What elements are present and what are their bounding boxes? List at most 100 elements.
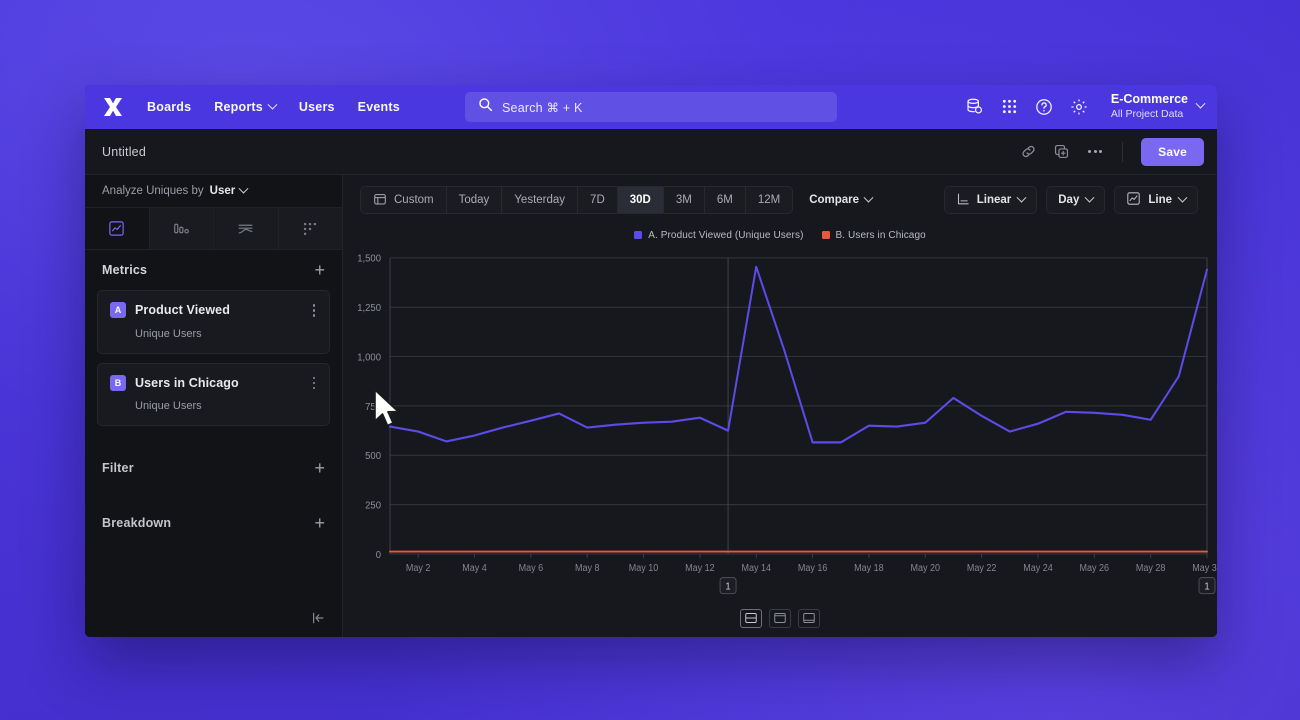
compare-label: Compare bbox=[809, 194, 860, 206]
chevron-down-icon bbox=[1016, 192, 1027, 203]
metric-card-users-in-chicago[interactable]: B Users in Chicago Unique Users bbox=[97, 362, 330, 426]
interval-label: Day bbox=[1058, 194, 1080, 206]
nav-link-reports[interactable]: Reports bbox=[214, 99, 278, 114]
x-axis-tick-label: May 12 bbox=[685, 563, 715, 573]
project-subtitle: All Project Data bbox=[1110, 107, 1184, 120]
annotation-label: 1 bbox=[1204, 581, 1209, 592]
nav-link-events[interactable]: Events bbox=[358, 100, 400, 114]
duplicate-icon[interactable] bbox=[1053, 143, 1070, 160]
collapse-left-icon[interactable] bbox=[310, 610, 326, 626]
x-axis-tick-label: May 8 bbox=[575, 563, 599, 573]
y-axis-tick-label: 250 bbox=[365, 500, 381, 511]
date-range-today[interactable]: Today bbox=[447, 187, 503, 213]
metric-name: Users in Chicago bbox=[135, 375, 239, 390]
legend-swatch-a bbox=[634, 231, 643, 239]
filter-section: Filter + bbox=[85, 440, 342, 495]
y-axis-tick-label: 1,500 bbox=[357, 253, 381, 264]
x-axis-tick-label: May 26 bbox=[1080, 563, 1110, 573]
app-window: Boards Reports Users Events Search ⌘ + K bbox=[85, 85, 1217, 637]
breakdown-section: Breakdown + bbox=[85, 495, 342, 550]
x-axis-tick-label: May 16 bbox=[798, 563, 828, 573]
apps-grid-icon[interactable] bbox=[1001, 98, 1018, 115]
bar-chart-tab[interactable] bbox=[149, 208, 214, 249]
chart-type-dropdown[interactable]: Line bbox=[1114, 186, 1198, 214]
metric-card-header: A Product Viewed bbox=[110, 302, 317, 319]
title-bar-actions: Save bbox=[1020, 137, 1204, 166]
view-single-button[interactable] bbox=[769, 608, 791, 628]
view-split-horizontal-button[interactable] bbox=[740, 608, 762, 628]
database-icon[interactable] bbox=[965, 97, 984, 116]
y-axis-tick-label: 750 bbox=[365, 401, 381, 412]
compare-dropdown[interactable]: Compare bbox=[803, 186, 878, 214]
nav-links: Boards Reports Users Events bbox=[147, 99, 400, 114]
view-bottom-button[interactable] bbox=[798, 608, 820, 628]
report-title-bar: Untitled Save bbox=[85, 129, 1217, 175]
annotation-marker[interactable]: 1 bbox=[1198, 577, 1216, 595]
search-input[interactable]: Search ⌘ + K bbox=[465, 92, 837, 122]
line-chart-icon bbox=[1126, 191, 1141, 209]
add-breakdown-button[interactable]: + bbox=[314, 512, 325, 533]
filter-title: Filter bbox=[102, 460, 134, 475]
ellipsis-icon[interactable] bbox=[1086, 150, 1104, 153]
metric-badge-b: B bbox=[110, 374, 126, 391]
series-line-a bbox=[389, 265, 1208, 444]
interval-dropdown[interactable]: Day bbox=[1046, 186, 1106, 214]
metrics-list: A Product Viewed Unique Users B Users in… bbox=[85, 290, 342, 426]
metric-options-icon[interactable] bbox=[311, 375, 318, 392]
nav-link-users[interactable]: Users bbox=[299, 100, 335, 114]
metric-options-icon[interactable] bbox=[311, 302, 318, 319]
scale-dropdown[interactable]: Linear bbox=[943, 186, 1038, 214]
x-logo-icon[interactable] bbox=[101, 95, 125, 119]
metric-card-product-viewed[interactable]: A Product Viewed Unique Users bbox=[97, 290, 330, 354]
project-selector[interactable]: E-Commerce All Project Data bbox=[1110, 92, 1206, 121]
link-icon[interactable] bbox=[1020, 143, 1037, 160]
legend-label-a: A. Product Viewed (Unique Users) bbox=[648, 229, 804, 241]
axis-icon bbox=[956, 192, 970, 209]
x-axis-tick-label: May 6 bbox=[519, 563, 543, 573]
nav-link-boards-label: Boards bbox=[147, 100, 192, 114]
date-range-3m[interactable]: 3M bbox=[664, 187, 705, 213]
date-range-7d[interactable]: 7D bbox=[578, 187, 618, 213]
nav-link-boards[interactable]: Boards bbox=[147, 100, 191, 114]
breakdown-title: Breakdown bbox=[102, 515, 172, 530]
analyze-by-dropdown[interactable]: User bbox=[210, 183, 249, 197]
x-axis-tick-label: May 30 bbox=[1192, 563, 1217, 573]
flow-tab[interactable] bbox=[214, 208, 279, 249]
left-sidebar: Analyze Uniques by User bbox=[85, 175, 343, 637]
add-metric-button[interactable]: + bbox=[314, 260, 325, 280]
page-title[interactable]: Untitled bbox=[102, 144, 146, 159]
legend-item-a[interactable]: A. Product Viewed (Unique Users) bbox=[634, 230, 803, 241]
nav-right-actions: E-Commerce All Project Data bbox=[965, 92, 1206, 121]
nav-link-users-label: Users bbox=[298, 100, 335, 114]
chevron-down-icon bbox=[267, 99, 278, 110]
chart-legend: A. Product Viewed (Unique Users) B. User… bbox=[343, 225, 1217, 245]
annotation-label: 1 bbox=[725, 581, 730, 592]
main-content: Analyze Uniques by User bbox=[85, 175, 1217, 637]
date-range-custom[interactable]: Custom bbox=[361, 187, 447, 213]
chart-type-label: Line bbox=[1148, 194, 1172, 206]
x-axis-tick-label: May 28 bbox=[1136, 563, 1166, 573]
date-range-30d[interactable]: 30D bbox=[617, 187, 664, 213]
gear-icon[interactable] bbox=[1070, 98, 1088, 116]
date-range-12m[interactable]: 12M bbox=[757, 194, 781, 206]
divider bbox=[1122, 141, 1124, 162]
annotation-marker[interactable]: 1 bbox=[719, 577, 737, 595]
scale-label: Linear bbox=[976, 194, 1012, 206]
x-axis-tick-label: May 20 bbox=[911, 563, 941, 573]
legend-swatch-b bbox=[821, 231, 830, 239]
metric-name: Product Viewed bbox=[135, 303, 230, 318]
chevron-down-icon bbox=[238, 183, 249, 194]
add-filter-button[interactable]: + bbox=[314, 457, 325, 478]
chevron-down-icon bbox=[1084, 192, 1095, 203]
help-circle-icon[interactable] bbox=[1035, 98, 1053, 116]
dots-grid-tab[interactable] bbox=[278, 208, 342, 249]
save-button[interactable]: Save bbox=[1141, 137, 1204, 166]
legend-item-b[interactable]: B. Users in Chicago bbox=[821, 230, 926, 241]
metrics-title: Metrics bbox=[102, 263, 148, 277]
chevron-down-icon bbox=[1195, 99, 1206, 110]
date-range-6m[interactable]: 6M bbox=[705, 187, 746, 213]
date-range-yesterday[interactable]: Yesterday bbox=[502, 187, 579, 213]
analysis-tool-tabs bbox=[85, 208, 342, 250]
plot-area[interactable]: 0 250 500 750 1,000 1,250 1,500 May 2 May 4 May 6… bbox=[343, 245, 1217, 599]
line-chart-tab[interactable] bbox=[85, 208, 150, 249]
